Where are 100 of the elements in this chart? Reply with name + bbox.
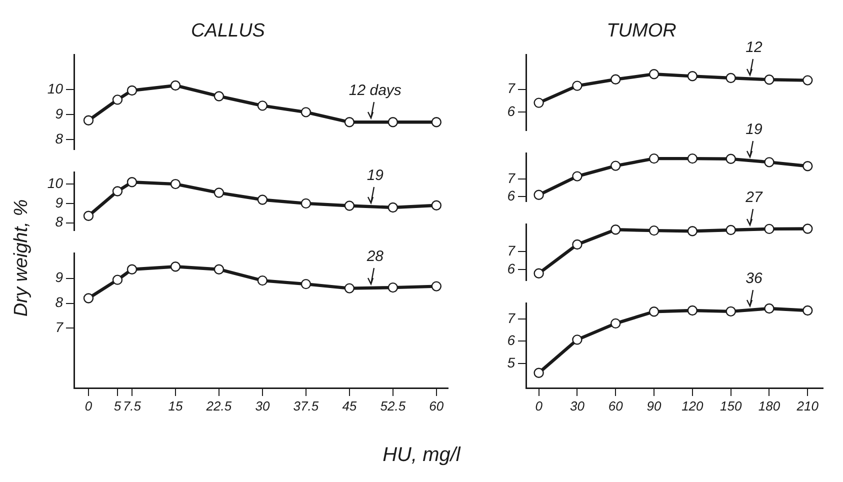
point <box>648 153 660 164</box>
point <box>83 115 94 126</box>
y-tick-label: 6 <box>507 187 516 204</box>
y-tick-label: 7 <box>55 319 64 336</box>
point <box>214 188 224 198</box>
point <box>764 303 774 314</box>
point <box>802 161 813 172</box>
point <box>83 210 94 221</box>
point <box>431 117 442 128</box>
point <box>610 160 621 171</box>
y-tick-label: 7 <box>507 170 516 186</box>
series-label: 12 days <box>348 82 402 100</box>
point <box>112 186 123 196</box>
point <box>170 80 181 91</box>
y-tick-label: 9 <box>55 194 64 210</box>
x-tick-label: 120 <box>682 398 704 414</box>
x-tick-label: 0 <box>535 398 544 414</box>
point <box>344 117 355 128</box>
x-tick-label: 180 <box>758 398 781 414</box>
point <box>126 177 138 188</box>
point <box>170 262 181 272</box>
point <box>572 171 582 182</box>
point <box>170 178 181 190</box>
point <box>388 117 398 128</box>
x-tick-label: 60 <box>429 398 444 414</box>
point <box>300 198 312 209</box>
point <box>257 100 268 111</box>
x-tick-label: 52.5 <box>380 398 406 414</box>
point <box>344 200 355 211</box>
point <box>534 190 544 200</box>
point <box>610 318 621 329</box>
point <box>126 85 138 96</box>
point <box>300 278 312 290</box>
point <box>112 94 123 105</box>
point <box>802 224 813 234</box>
x-tick-label: 30 <box>255 398 270 414</box>
y-tick-label: 6 <box>507 103 516 120</box>
point <box>572 80 582 91</box>
point <box>214 264 224 274</box>
point <box>610 224 621 235</box>
y-tick-label: 9 <box>55 106 64 122</box>
y-tick-label: 8 <box>55 130 64 147</box>
point <box>802 305 813 316</box>
chart-title: TUMOR <box>606 20 677 42</box>
point <box>257 194 268 205</box>
point <box>764 74 774 85</box>
y-tick-label: 7 <box>507 310 516 326</box>
point <box>687 153 698 164</box>
point <box>648 68 660 80</box>
x-tick-label: 15 <box>168 398 184 414</box>
x-tick-label: 45 <box>342 398 358 414</box>
x-tick-label: 90 <box>646 398 662 414</box>
chart-title: CALLUS <box>191 20 266 42</box>
point <box>764 224 774 234</box>
point <box>257 275 268 286</box>
y-tick-label: 9 <box>55 269 64 286</box>
x-tick-label: 7.5 <box>122 398 142 414</box>
x-tick-label: 210 <box>796 398 820 414</box>
x-tick-label: 37.5 <box>293 398 320 414</box>
series-label: 36 <box>746 270 762 288</box>
point <box>648 306 660 317</box>
y-axis-title: Dry weight, % <box>11 199 33 317</box>
y-tick-label: 10 <box>47 80 64 97</box>
point <box>726 306 736 317</box>
point <box>431 200 442 210</box>
point <box>802 75 813 86</box>
y-tick-label: 7 <box>507 80 516 96</box>
point <box>572 334 582 345</box>
point <box>534 368 544 378</box>
y-tick-label: 10 <box>47 174 64 191</box>
y-tick-label: 5 <box>507 354 516 370</box>
x-axis-title: HU, mg/l <box>382 444 462 467</box>
series-label: 12 <box>746 38 762 57</box>
series-label: 19 <box>746 120 762 139</box>
y-tick-label: 7 <box>507 242 516 258</box>
x-tick-label: 30 <box>570 398 586 414</box>
y-tick-label: 8 <box>55 214 64 230</box>
series-label: 19 <box>366 166 384 185</box>
point <box>534 268 544 278</box>
point <box>344 283 355 294</box>
point <box>726 72 736 84</box>
point <box>572 239 582 250</box>
series-label: 28 <box>366 248 384 266</box>
point <box>687 226 698 236</box>
x-tick-label: 5 <box>114 398 122 414</box>
point <box>388 282 398 293</box>
point <box>112 274 123 285</box>
point <box>726 224 736 236</box>
point <box>687 71 698 82</box>
point <box>300 107 312 118</box>
point <box>687 305 698 316</box>
point <box>388 202 398 213</box>
point <box>648 225 660 236</box>
x-tick-label: 150 <box>720 398 742 414</box>
y-tick-label: 8 <box>55 294 64 310</box>
point <box>83 293 94 304</box>
point <box>726 154 736 164</box>
y-tick-label: 6 <box>507 332 516 348</box>
point <box>214 91 224 102</box>
x-tick-label: 22.5 <box>205 398 232 414</box>
